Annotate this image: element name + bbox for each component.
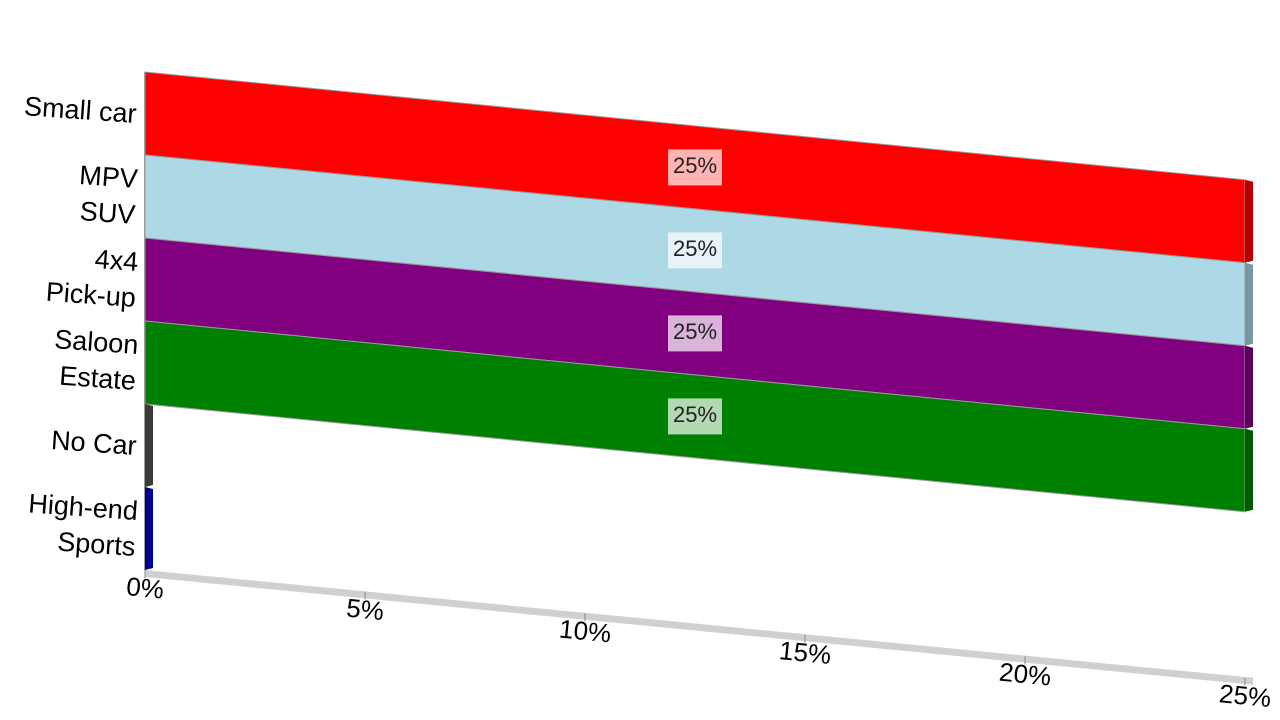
- value-label-bg: [668, 398, 722, 435]
- category-label: High-end Sports: [27, 487, 140, 562]
- category-label: MPV SUV: [78, 159, 140, 230]
- value-label: 25%: [673, 319, 717, 344]
- bar-group: [144, 487, 153, 570]
- value-label: 25%: [673, 402, 717, 427]
- x-tick-label: 5%: [345, 593, 385, 627]
- bar-group: [144, 404, 153, 487]
- value-label-bg: [668, 232, 722, 269]
- x-tick-label: 0%: [125, 571, 165, 605]
- bar-end: [1245, 428, 1253, 512]
- bar-end: [1245, 345, 1253, 429]
- x-tick-label: 15%: [778, 635, 833, 670]
- bar-end: [145, 404, 153, 487]
- x-tick-label: 25%: [1218, 678, 1273, 713]
- bar-end: [145, 487, 153, 570]
- value-label: 25%: [673, 153, 717, 178]
- x-axis-floor: [145, 570, 1253, 685]
- category-label: Small car: [23, 90, 139, 129]
- category-label: Saloon Estate: [53, 323, 140, 396]
- x-tick-label: 20%: [998, 657, 1053, 692]
- x-tick-label: 10%: [558, 614, 613, 649]
- category-label: 4x4 Pick-up: [44, 243, 140, 313]
- value-label-bg: [668, 149, 722, 186]
- value-label-bg: [668, 315, 722, 352]
- bar-end: [1245, 179, 1253, 263]
- category-label: No Car: [50, 424, 139, 461]
- bar-end: [1245, 262, 1253, 346]
- value-label: 25%: [673, 236, 717, 261]
